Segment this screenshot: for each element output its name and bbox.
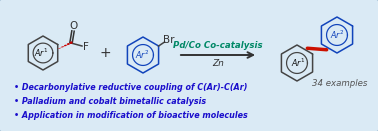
Text: Zn: Zn: [212, 59, 224, 69]
Text: $\mathit{Ar}^1$: $\mathit{Ar}^1$: [34, 47, 48, 59]
Text: 34 examples: 34 examples: [312, 78, 368, 88]
Text: +: +: [99, 46, 111, 60]
Text: $\mathit{Ar}^2$: $\mathit{Ar}^2$: [330, 29, 344, 41]
Text: O: O: [69, 21, 77, 31]
Text: • Decarbonylative reductive coupling of C(Ar)-C(Ar): • Decarbonylative reductive coupling of …: [14, 83, 247, 91]
Text: $\mathit{Ar}^1$: $\mathit{Ar}^1$: [291, 57, 305, 69]
Text: $\mathit{Ar}^2$: $\mathit{Ar}^2$: [135, 49, 149, 61]
Text: Br: Br: [163, 35, 174, 45]
Text: • Palladium and cobalt bimetallic catalysis: • Palladium and cobalt bimetallic cataly…: [14, 97, 206, 105]
Text: Pd/Co Co-catalysis: Pd/Co Co-catalysis: [173, 40, 263, 50]
Text: F: F: [83, 42, 89, 52]
Text: • Application in modification of bioactive molecules: • Application in modification of bioacti…: [14, 111, 248, 119]
